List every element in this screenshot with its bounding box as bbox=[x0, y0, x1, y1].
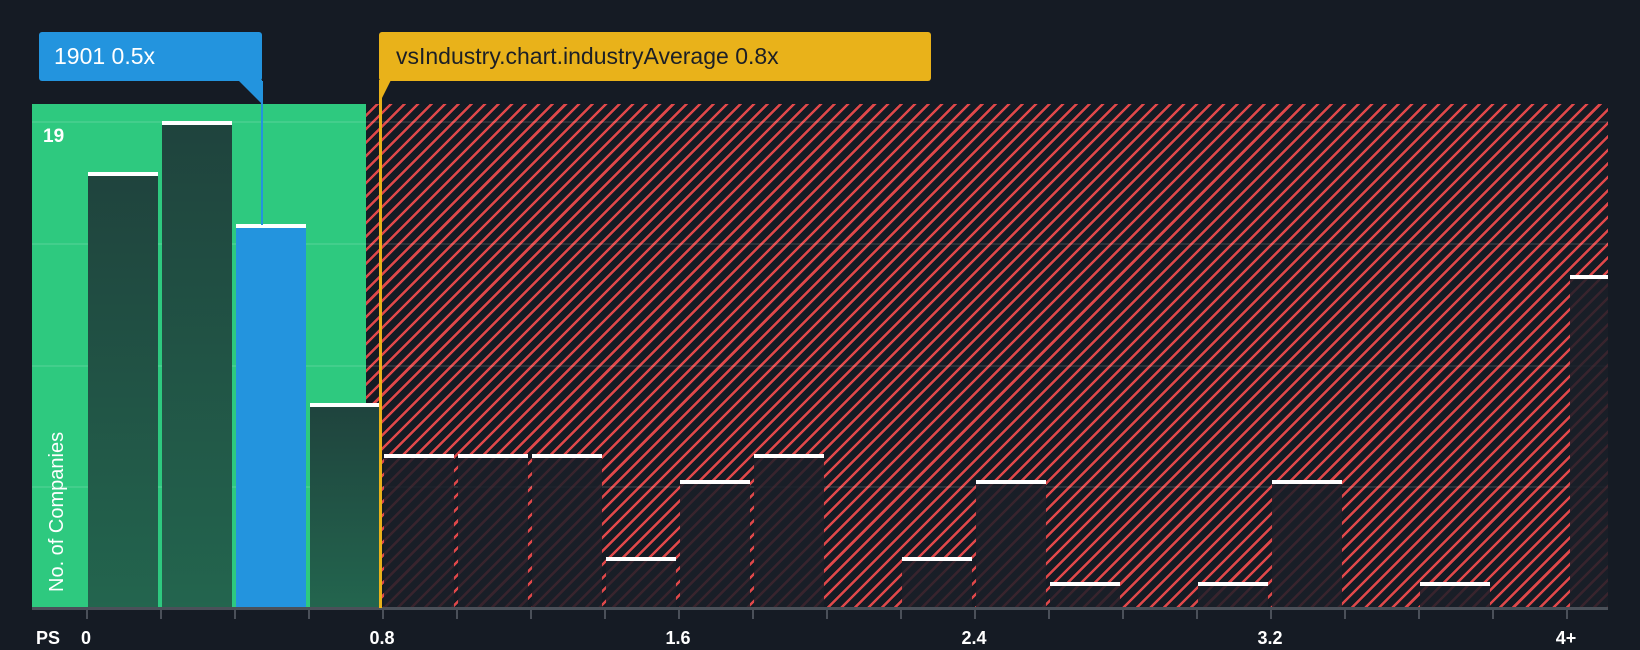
bar-cap bbox=[162, 121, 232, 125]
bar-cap bbox=[310, 402, 380, 407]
x-tick bbox=[752, 610, 754, 619]
histogram-bar bbox=[162, 121, 232, 608]
bar-cap bbox=[754, 454, 824, 459]
bar-cap bbox=[88, 172, 158, 177]
x-tick bbox=[678, 610, 680, 619]
y-axis-max-label: 19 bbox=[43, 126, 65, 147]
x-tick-label: 0 bbox=[80, 628, 92, 648]
bar-cap bbox=[1198, 582, 1268, 587]
x-tick bbox=[900, 610, 902, 619]
x-tick bbox=[1344, 610, 1346, 619]
x-tick-label: 1.6 bbox=[665, 628, 691, 648]
histogram-bar bbox=[384, 454, 454, 608]
industry-callout-pointer bbox=[379, 80, 391, 104]
gridline bbox=[32, 364, 1608, 367]
industry-average-marker-line bbox=[379, 81, 382, 608]
x-tick bbox=[382, 610, 384, 619]
histogram-bar bbox=[1272, 479, 1342, 608]
x-tick bbox=[530, 610, 532, 619]
x-tick bbox=[234, 610, 236, 619]
x-tick-label: 2.4 bbox=[961, 628, 987, 648]
x-tick bbox=[1418, 610, 1420, 619]
x-tick bbox=[974, 610, 976, 619]
x-tick-label: 0.8 bbox=[369, 628, 395, 648]
histogram-bar bbox=[1050, 582, 1120, 608]
gridline bbox=[32, 121, 1608, 123]
x-tick bbox=[456, 610, 458, 619]
histogram-bar bbox=[1570, 274, 1608, 608]
histogram-bar bbox=[680, 479, 750, 608]
company-bin-bar bbox=[236, 223, 306, 608]
gridline bbox=[32, 242, 1608, 245]
bar-cap bbox=[680, 479, 750, 484]
bar-cap bbox=[1050, 582, 1120, 587]
x-tick bbox=[308, 610, 310, 619]
bar-cap bbox=[902, 556, 972, 561]
industry-average-callout: vsIndustry.chart.industryAverage 0.8x bbox=[379, 32, 931, 81]
bar-cap bbox=[532, 454, 602, 459]
x-tick bbox=[1270, 610, 1272, 619]
histogram-bar bbox=[532, 454, 602, 608]
company-marker-line bbox=[261, 81, 263, 225]
x-tick bbox=[1566, 610, 1568, 619]
x-tick bbox=[1048, 610, 1050, 619]
bar-cap bbox=[606, 556, 676, 561]
y-axis-title: No. of Companies bbox=[46, 431, 68, 592]
histogram-bar bbox=[902, 556, 972, 608]
x-tick bbox=[1492, 610, 1494, 619]
bar-cap bbox=[976, 479, 1046, 484]
histogram-bar bbox=[88, 172, 158, 608]
histogram-bar bbox=[310, 402, 380, 608]
x-tick bbox=[86, 610, 88, 619]
x-tick bbox=[604, 610, 606, 619]
x-axis-line bbox=[32, 607, 1608, 610]
histogram-bar bbox=[754, 454, 824, 608]
histogram-bar bbox=[976, 479, 1046, 608]
company-callout-pointer bbox=[238, 80, 262, 104]
bar-cap bbox=[458, 454, 528, 459]
bar-cap bbox=[1570, 274, 1608, 279]
x-tick-label: 3.2 bbox=[1257, 628, 1283, 648]
x-tick-label: 4+ bbox=[1555, 628, 1577, 648]
company-callout: 1901 0.5x bbox=[39, 32, 262, 81]
bar-cap bbox=[384, 454, 454, 459]
x-tick bbox=[1196, 610, 1198, 619]
bar-cap bbox=[1420, 582, 1490, 587]
x-tick bbox=[160, 610, 162, 619]
histogram-bar bbox=[1198, 582, 1268, 608]
bar-cap bbox=[1272, 479, 1342, 484]
histogram-bar bbox=[458, 454, 528, 608]
bar-cap bbox=[236, 223, 306, 228]
x-tick bbox=[1122, 610, 1124, 619]
x-axis-title: PS bbox=[36, 628, 61, 648]
histogram-bar bbox=[1420, 582, 1490, 608]
histogram-bar bbox=[606, 556, 676, 608]
x-tick bbox=[826, 610, 828, 619]
